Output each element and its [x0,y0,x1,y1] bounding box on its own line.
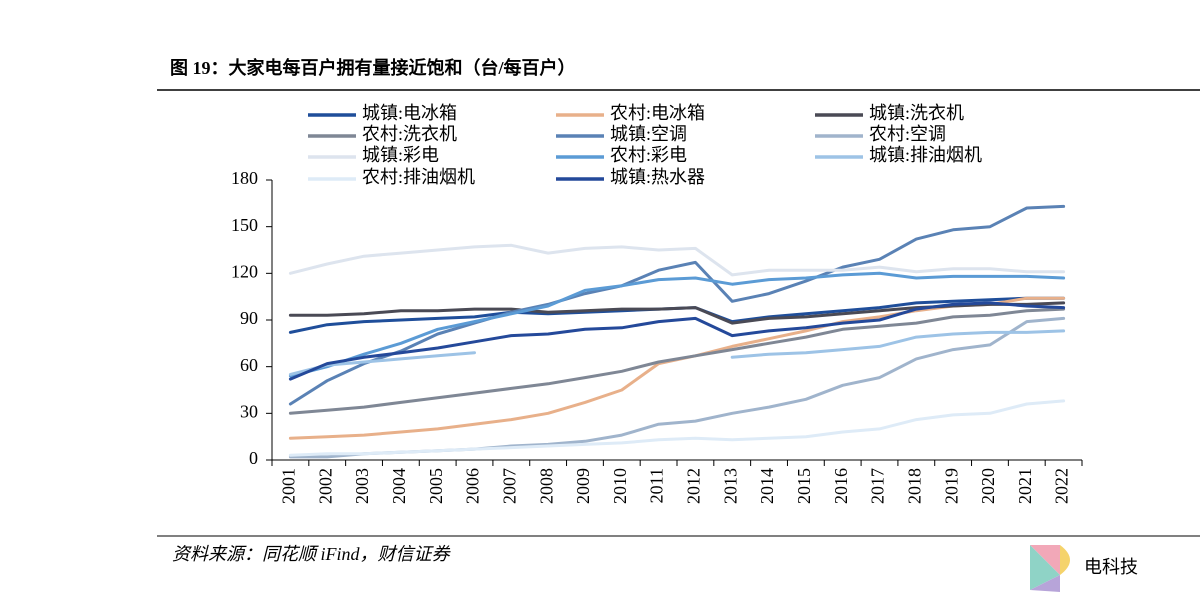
x-tick-label: 2016 [831,468,851,504]
x-tick-label: 2009 [573,468,593,504]
y-tick-label: 0 [249,448,258,468]
x-tick-label: 2005 [426,468,446,504]
x-tick-label: 2001 [279,468,299,504]
legend-label: 城镇:彩电 [362,145,439,165]
legend-label: 城镇:洗衣机 [869,103,964,123]
x-tick-label: 2010 [610,468,630,504]
series-line [288,243,1066,277]
legend-label: 城镇:电冰箱 [362,103,457,123]
x-tick-label: 2008 [536,468,556,504]
x-tick-label: 2015 [794,468,814,504]
series-line [288,271,1066,378]
legend-label: 农村:洗衣机 [362,124,457,144]
x-tick-label: 2002 [315,468,335,504]
y-tick-label: 30 [240,401,258,421]
x-tick-label: 2012 [684,468,704,504]
x-tick-label: 2014 [757,468,777,504]
legend-label: 城镇:热水器 [610,167,705,187]
y-tick-label: 150 [231,215,258,235]
x-tick-label: 2020 [978,468,998,504]
legend-label: 农村:彩电 [610,145,687,165]
x-tick-label: 2013 [720,468,740,504]
chart-title: 图 19：大家电每百户拥有量接近饱和（台/每百户） [170,57,576,78]
x-tick-label: 2022 [1052,468,1072,504]
legend-label: 城镇:排油烟机 [869,145,982,165]
y-tick-label: 60 [240,355,258,375]
watermark: 电科技 [1084,557,1138,578]
x-tick-label: 2019 [941,468,961,504]
x-tick-label: 2018 [904,468,924,504]
x-tick-label: 2003 [352,468,372,504]
y-tick-label: 120 [231,261,258,281]
legend-label: 农村:电冰箱 [610,103,705,123]
legend-label: 城镇:空调 [610,124,687,144]
series-line [288,316,1066,459]
x-tick-label: 2021 [1015,468,1035,504]
series-line [288,399,1066,457]
legend-label: 农村:排油烟机 [362,167,475,187]
x-tick-label: 2011 [647,468,667,503]
watermark-logo [1030,545,1070,592]
x-tick-label: 2017 [868,468,888,504]
series-line [288,307,1066,415]
series-line [288,296,1066,334]
series-line [288,204,1066,406]
x-tick-label: 2007 [499,468,519,504]
legend-label: 农村:空调 [869,124,946,144]
x-tick-label: 2004 [389,468,409,504]
series-line [288,301,1066,381]
source: 资料来源：同花顺 iFind，财信证券 [172,544,451,564]
y-tick-label: 90 [240,308,258,328]
x-tick-label: 2006 [463,468,483,504]
y-tick-label: 180 [231,168,258,188]
